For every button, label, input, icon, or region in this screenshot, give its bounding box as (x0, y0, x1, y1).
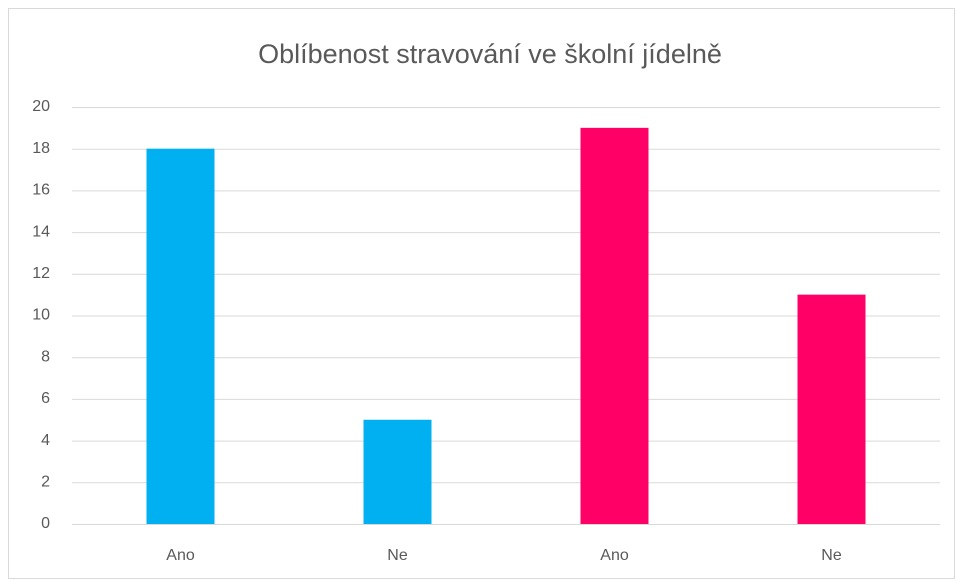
x-tick-label: Ano (600, 547, 629, 564)
y-tick-label: 20 (32, 98, 50, 115)
y-tick-label: 2 (41, 474, 50, 491)
x-tick-label: Ne (821, 547, 842, 564)
bar (363, 419, 432, 524)
y-tick-label: 14 (32, 223, 50, 240)
y-tick-label: 0 (41, 515, 50, 532)
x-tick-label: Ne (387, 547, 408, 564)
y-tick-label: 4 (41, 432, 50, 449)
bar (797, 294, 866, 524)
y-tick-label: 8 (41, 348, 50, 365)
bar (146, 148, 215, 524)
y-tick-label: 16 (32, 182, 50, 199)
y-tick-label: 18 (32, 140, 50, 157)
y-tick-label: 6 (41, 390, 50, 407)
bar (580, 127, 649, 524)
x-tick-label: Ano (166, 547, 195, 564)
chart-title: Oblíbenost stravování ve školní jídelně (258, 39, 722, 69)
y-tick-label: 10 (32, 307, 50, 324)
y-tick-label: 12 (32, 265, 50, 282)
